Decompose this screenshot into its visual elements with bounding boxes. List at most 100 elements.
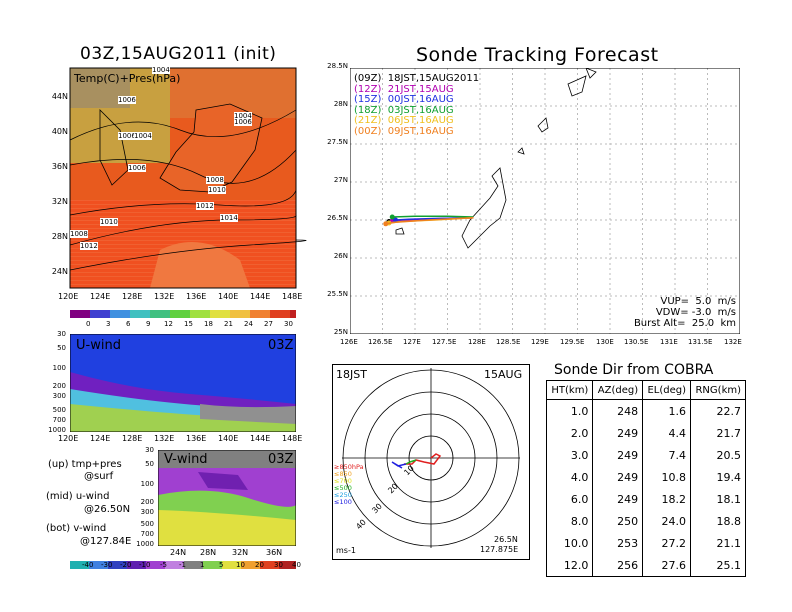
hodograph-units: ms-1 [336,546,356,555]
u-wind-label: U-wind [76,338,121,353]
table-cell: 21.1 [690,532,746,554]
map-field-label: Temp(C)+Pres(hPa) [74,72,181,85]
track-legend-entry: (00Z) 09JST,16AUG [354,125,454,137]
table-cell: 7.4 [642,444,691,466]
track-title: Sonde Tracking Forecast [416,44,659,66]
hodograph-time-right: 15AUG [484,368,523,381]
v-wind-label: V-wind [164,452,208,467]
hodograph [342,368,520,548]
hodograph-trace-lower [404,453,442,465]
hodograph-trace-mid [405,459,417,465]
u-wind-cross-section [70,334,296,432]
table-cell: 3.0 [570,448,589,462]
track-endpoint [389,214,395,220]
table-cell: 20.5 [690,444,746,466]
hodograph-time-left: 18JST [336,368,367,381]
table-row: 12.0 256 27.6 25.1 [547,554,746,577]
table-cell: 10.0 [563,536,589,550]
burst-altitude: Burst Alt= 25.0 km [633,318,736,329]
table-cell: 4.4 [642,422,691,444]
table-cell: 253 [592,532,643,554]
track-endpoint [393,217,398,223]
table-cell: 248 [592,399,643,422]
table-row: 2.0 249 4.4 21.7 [547,422,746,444]
table-cell: 12.0 [563,558,589,572]
table-cell: 19.4 [690,466,746,488]
ascent-speed: VUP= 5.0 m/s [660,296,736,307]
table-cell: 22.7 [690,399,746,422]
table-cell: 18.2 [642,488,691,510]
table-row: 6.0 249 18.2 18.1 [547,488,746,510]
table-row: 10.0 253 27.2 21.1 [547,532,746,554]
temperature-pressure-map [69,67,307,318]
track-grid [350,68,740,334]
isobars [69,109,307,271]
hodograph-pressure-legend: ≥850hPa ≤850 ≤700 ≤500 ≤250 ≤100 [334,463,364,506]
track-legend: (09Z) 18JST,15AUG2011 (12Z) 21JST,15AUG … [354,73,479,137]
table-cell: 249 [592,488,643,510]
amami-coast [567,75,587,97]
table-cell: 8.0 [570,514,589,528]
track-legend-entry: (15Z) 00JST,16AUG [354,94,454,105]
track-legend-entry: (18Z) 03JST,16AUG [354,104,454,116]
hodograph-rings [342,368,520,548]
table-cell: 10.8 [642,466,691,488]
okinawa-coast [461,167,507,249]
descent-speed: VDW= -3.0 m/s [655,307,736,318]
table-cell: 18.1 [690,488,746,510]
u-wind-lon-ticks: 120E 124E 128E 132E 136E 140E 144E 148E [58,434,303,443]
track-parameters: VUP= 5.0 m/s VDW= -3.0 m/s Burst Alt= 25… [620,296,736,329]
table-row: 1.0 248 1.6 22.7 [547,399,746,422]
column-header: EL(deg) [642,380,691,400]
sonde-table-title: Sonde Dir from COBRA [554,362,714,378]
table-cell: 21.7 [690,422,746,444]
track-lines [383,214,474,227]
table-cell: 27.6 [642,554,691,577]
temperature-colorbar-labels: 0 3 6 9 12 15 18 21 24 27 30 [86,320,293,328]
table-cell: 4.0 [570,470,589,484]
table-cell: 6.0 [570,492,589,506]
temperature-colorbar [70,310,296,318]
v-wind-cross-section [158,450,296,546]
table-row: 4.0 249 10.8 19.4 [547,466,746,488]
track-legend-entry: (21Z) 06JST,16AUG [354,115,454,126]
track-legend-entry: (12Z) 21JST,15AUG [354,83,454,95]
table-cell: 249 [592,444,643,466]
hodograph-trace-upper [391,461,407,469]
hodograph-lon: 127.875E [480,545,519,554]
track-plot [350,68,740,334]
wind-colorbar [70,561,296,569]
table-cell: 1.6 [642,399,691,422]
table-cell: 2.0 [570,426,589,440]
v-wind-time: 03Z [268,452,294,467]
table-cell: 249 [592,466,643,488]
table-cell: 1.0 [570,404,589,418]
table-cell: 24.0 [642,510,691,532]
track-series-line [392,215,474,218]
table-header-row: HT(km) AZ(deg) EL(deg) RNG(km) [546,380,746,400]
v-wind-lat-ticks: 24N 28N 32N 36N [170,548,283,557]
table-cell: 25.1 [690,554,746,577]
table-row: 3.0 249 7.4 20.5 [547,444,746,466]
table-cell: 256 [592,554,643,577]
map-lon-ticks: 120E 124E 128E 132E 136E 140E 144E 148E [58,292,303,301]
sonde-direction-table: HT(km) AZ(deg) EL(deg) RNG(km) 1.0 248 1.6… [546,380,746,577]
map-panel-title: 03Z,15AUG2011 (init) [80,44,277,64]
column-header: RNG(km) [690,380,746,400]
korea-coast [99,109,129,186]
track-series-line [385,216,474,225]
column-header: HT(km) [546,380,593,400]
track-endpoint [383,221,389,227]
hodograph-lat: 26.5N [494,535,518,544]
table-cell: 18.8 [690,510,746,532]
column-header: AZ(deg) [592,380,643,400]
hodograph-frame [332,364,530,560]
wind-colorbar-labels: -40 -30 -20 -10 -5 -1 1 5 10 20 30 40 [82,561,301,569]
table-cell: 250 [592,510,643,532]
table-row: 8.0 250 24.0 18.8 [547,510,746,532]
table-cell: 249 [592,422,643,444]
table-cell: 27.2 [642,532,691,554]
u-wind-time: 03Z [268,338,294,353]
track-lon-ticks: 126E 126.5E 127E 127.5E 128E 128.5E 129E… [340,338,742,346]
island-coast [537,117,549,133]
